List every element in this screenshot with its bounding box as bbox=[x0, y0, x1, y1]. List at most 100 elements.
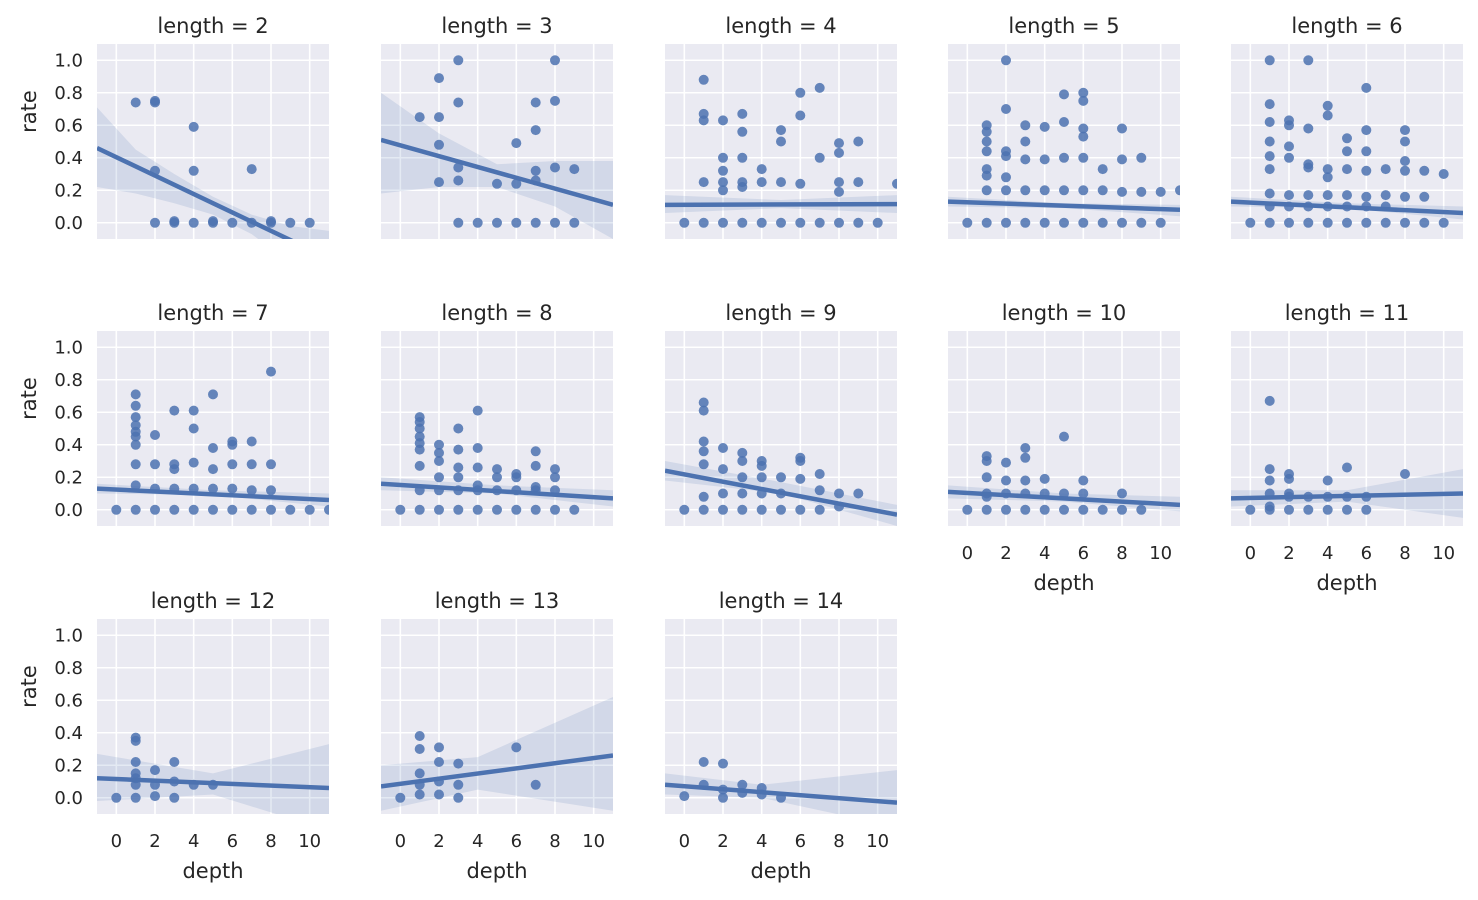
data-point bbox=[188, 457, 199, 468]
data-point bbox=[718, 185, 728, 196]
data-point bbox=[208, 443, 218, 453]
data-point bbox=[1117, 488, 1127, 499]
data-point bbox=[1039, 121, 1050, 132]
data-point bbox=[130, 757, 141, 767]
data-point bbox=[1097, 185, 1108, 196]
data-point bbox=[1419, 191, 1430, 202]
y-tick-label: 0.6 bbox=[54, 115, 83, 136]
data-point bbox=[246, 485, 257, 496]
data-point bbox=[679, 217, 690, 228]
data-point bbox=[414, 444, 425, 455]
confidence-band bbox=[381, 92, 613, 239]
data-point bbox=[453, 444, 464, 455]
data-point bbox=[1001, 172, 1011, 183]
plot-area bbox=[381, 405, 613, 515]
data-point bbox=[1020, 443, 1031, 453]
data-point bbox=[1001, 457, 1011, 468]
data-point bbox=[776, 177, 786, 188]
data-point bbox=[1117, 154, 1127, 165]
data-point bbox=[834, 217, 844, 228]
data-point bbox=[834, 186, 844, 197]
data-point bbox=[569, 217, 580, 228]
data-point bbox=[453, 792, 464, 803]
data-point bbox=[266, 459, 276, 470]
data-point bbox=[434, 447, 444, 458]
data-point bbox=[853, 217, 864, 228]
data-point bbox=[227, 439, 238, 450]
data-point bbox=[814, 485, 825, 496]
data-point bbox=[1020, 120, 1031, 131]
plot-area bbox=[381, 697, 613, 811]
data-point bbox=[324, 504, 329, 515]
data-point bbox=[227, 217, 238, 228]
data-point bbox=[853, 177, 864, 188]
data-point bbox=[1322, 190, 1333, 201]
y-tick-label: 0.4 bbox=[54, 435, 83, 456]
plot-area bbox=[1231, 395, 1463, 518]
x-tick-label: 0 bbox=[111, 831, 122, 852]
data-point bbox=[981, 126, 992, 137]
data-point bbox=[434, 439, 444, 450]
data-point bbox=[981, 146, 992, 157]
data-point bbox=[1342, 217, 1352, 228]
x-tick-label: 2 bbox=[1000, 543, 1011, 564]
data-point bbox=[718, 177, 728, 188]
data-point bbox=[1380, 164, 1391, 175]
data-point bbox=[453, 504, 464, 515]
y-tick-label: 0.2 bbox=[54, 467, 83, 488]
data-point bbox=[1020, 504, 1031, 515]
data-point bbox=[756, 177, 767, 188]
grid-lines bbox=[97, 44, 329, 239]
data-point bbox=[1117, 186, 1127, 197]
data-point bbox=[130, 431, 141, 442]
data-point bbox=[1284, 473, 1294, 484]
x-tick-label: 10 bbox=[866, 831, 889, 852]
regression-line bbox=[381, 137, 613, 208]
y-tick-label: 0.6 bbox=[54, 690, 83, 711]
data-point bbox=[395, 504, 406, 515]
data-point bbox=[266, 216, 276, 227]
data-point bbox=[737, 456, 748, 466]
y-tick-label: 0.8 bbox=[54, 658, 83, 679]
data-point bbox=[150, 430, 160, 440]
y-tick-label: 0.0 bbox=[54, 213, 83, 234]
data-point bbox=[169, 792, 180, 803]
data-point bbox=[1078, 504, 1089, 515]
data-point bbox=[246, 436, 257, 447]
data-point bbox=[679, 504, 690, 515]
data-point bbox=[1136, 186, 1147, 197]
regression-line bbox=[665, 782, 897, 805]
facet-panel: length = 2 0.0 0.2 0.4 0.6 0.8 1.0 rate bbox=[17, 14, 329, 239]
regression-line bbox=[97, 486, 329, 503]
y-axis-label: rate bbox=[17, 90, 41, 133]
data-point bbox=[1303, 504, 1314, 515]
data-point bbox=[395, 792, 406, 803]
data-point bbox=[530, 779, 541, 790]
data-point bbox=[1020, 452, 1031, 463]
regression-line bbox=[948, 489, 1180, 508]
data-point bbox=[698, 491, 709, 502]
data-point bbox=[434, 139, 444, 150]
y-tick-label: 0.6 bbox=[54, 402, 83, 423]
data-point bbox=[188, 217, 199, 228]
data-point bbox=[1284, 504, 1294, 515]
data-point bbox=[1264, 55, 1275, 66]
data-point bbox=[1322, 475, 1333, 486]
regression-line bbox=[1231, 199, 1463, 216]
data-point bbox=[1303, 55, 1314, 66]
data-point bbox=[737, 108, 748, 119]
x-axis-label: depth bbox=[1033, 571, 1094, 595]
confidence-band bbox=[97, 107, 329, 239]
x-tick-label: 6 bbox=[795, 831, 806, 852]
data-point bbox=[550, 504, 560, 515]
x-tick-label: 0 bbox=[962, 543, 973, 564]
data-point bbox=[208, 504, 218, 515]
data-point bbox=[1078, 131, 1089, 142]
data-point bbox=[1303, 123, 1314, 134]
data-point bbox=[530, 217, 541, 228]
facet-panel: length = 3 bbox=[381, 14, 613, 239]
data-point bbox=[737, 504, 748, 515]
data-point bbox=[1400, 136, 1410, 147]
data-point bbox=[266, 366, 276, 377]
